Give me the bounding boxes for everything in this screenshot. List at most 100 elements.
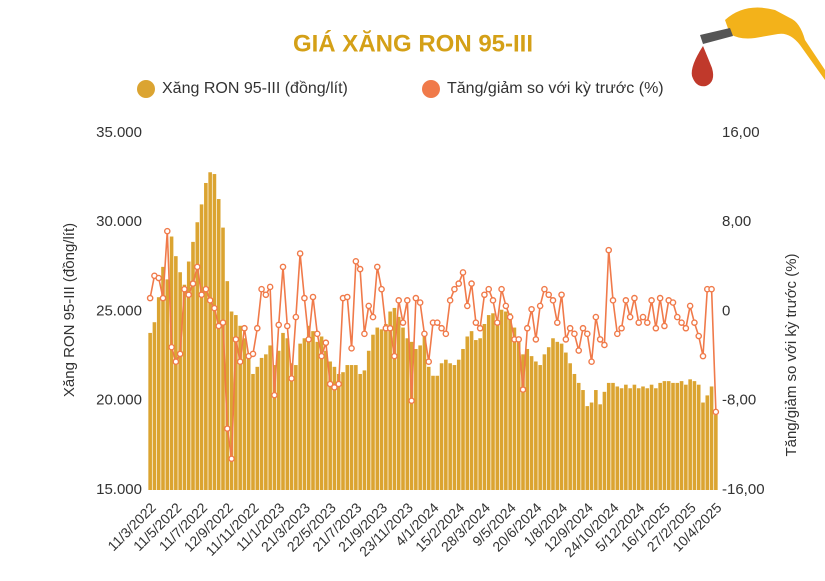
line-marker xyxy=(301,294,308,302)
bar xyxy=(679,381,684,490)
fuel-icon xyxy=(691,7,825,87)
line-marker xyxy=(322,339,330,347)
bar xyxy=(602,391,607,490)
line-marker xyxy=(661,322,668,330)
line-marker xyxy=(541,285,548,293)
line-marker xyxy=(433,319,441,326)
bar xyxy=(585,406,590,490)
y2-tick-label: 8,00 xyxy=(722,213,751,230)
bar xyxy=(152,322,157,490)
bar xyxy=(542,354,547,490)
legend-label: Xăng RON 95-III (đồng/lít) xyxy=(162,80,348,97)
line-marker xyxy=(146,294,154,302)
line-marker xyxy=(181,285,188,293)
bar xyxy=(302,338,307,490)
bar xyxy=(362,370,367,490)
bar xyxy=(354,365,358,490)
bar xyxy=(486,315,491,490)
bar xyxy=(452,365,457,490)
line-marker xyxy=(566,324,574,332)
bar xyxy=(345,365,350,490)
y-tick-label: 15.000 xyxy=(96,481,142,498)
line-marker xyxy=(416,299,424,306)
bar xyxy=(662,381,667,490)
line-marker xyxy=(618,324,625,332)
bar xyxy=(684,384,688,490)
bar xyxy=(229,311,234,490)
line-marker xyxy=(609,297,617,304)
line-marker xyxy=(262,291,270,299)
line-marker xyxy=(318,352,325,360)
line-marker xyxy=(682,324,690,332)
line-marker xyxy=(575,347,583,354)
line-marker xyxy=(442,330,450,338)
bar xyxy=(529,356,534,490)
line-marker xyxy=(279,263,287,271)
bar xyxy=(319,336,324,490)
bar xyxy=(666,381,671,490)
line-marker xyxy=(622,297,630,304)
line-marker xyxy=(378,285,385,293)
line-marker xyxy=(313,330,321,338)
line-marker xyxy=(249,350,257,358)
line-marker xyxy=(498,285,505,293)
bar xyxy=(568,363,572,490)
bar xyxy=(641,386,645,490)
bar xyxy=(534,361,538,490)
line-marker xyxy=(592,313,600,321)
bar xyxy=(439,363,444,490)
line-marker xyxy=(489,297,497,304)
bar xyxy=(508,313,512,490)
line-marker xyxy=(446,297,454,304)
legend-swatch xyxy=(422,80,440,98)
line-marker xyxy=(348,345,355,352)
line-marker xyxy=(253,324,261,332)
bar xyxy=(165,279,170,490)
line-marker xyxy=(485,285,493,293)
bar xyxy=(692,381,697,490)
bar xyxy=(289,363,294,490)
bar xyxy=(336,373,341,490)
line-marker xyxy=(571,330,578,338)
line-marker xyxy=(228,455,235,463)
line-marker xyxy=(502,302,510,310)
bar xyxy=(405,338,410,490)
bar xyxy=(628,388,632,490)
line-marker xyxy=(189,280,197,287)
bar xyxy=(371,334,375,490)
bar xyxy=(208,172,212,490)
line-marker xyxy=(455,280,463,287)
line-marker xyxy=(506,313,514,321)
line-marker xyxy=(326,380,334,388)
line-marker xyxy=(266,283,274,291)
bar xyxy=(426,366,431,490)
bar xyxy=(512,327,517,490)
bar xyxy=(576,382,581,490)
bar xyxy=(388,311,392,490)
bar xyxy=(598,404,602,490)
bar xyxy=(688,379,692,490)
bar xyxy=(559,343,564,490)
bar xyxy=(186,261,191,490)
bar xyxy=(555,341,560,490)
bar xyxy=(212,174,217,490)
bar xyxy=(499,309,504,490)
line-marker xyxy=(523,324,531,332)
bar xyxy=(456,359,461,490)
line-marker xyxy=(292,313,300,321)
line-marker xyxy=(236,358,244,366)
line-marker xyxy=(468,280,475,287)
legend: Xăng RON 95-III (đồng/lít) Tăng/giảm so … xyxy=(137,80,664,98)
bar xyxy=(461,348,465,490)
line-marker xyxy=(365,302,373,310)
line-marker xyxy=(601,341,608,349)
y-tick-label: 20.000 xyxy=(96,392,142,409)
bar xyxy=(581,390,585,490)
bar xyxy=(272,365,277,490)
bar xyxy=(469,331,474,490)
line-marker xyxy=(652,324,660,332)
bar xyxy=(264,354,268,490)
line-marker xyxy=(275,321,283,329)
bar xyxy=(311,331,315,490)
line-marker xyxy=(562,336,570,343)
